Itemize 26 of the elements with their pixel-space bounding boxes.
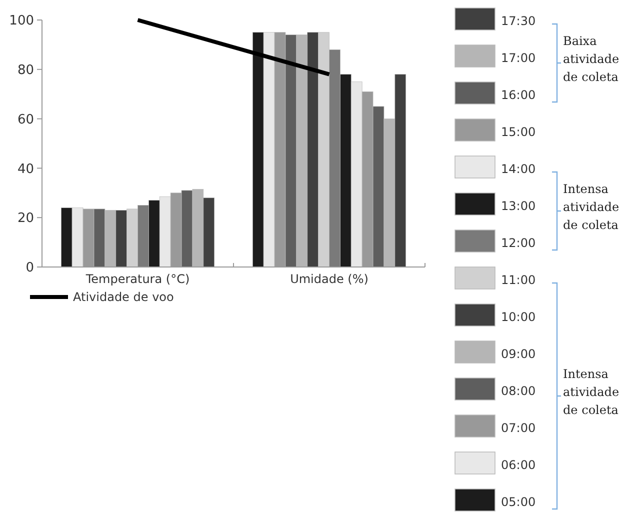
legend-label: 17:00 [501, 51, 536, 66]
legend-label: 14:00 [501, 162, 536, 176]
text: Baixa atividade de coleta [563, 34, 620, 84]
legend-label: 11:00 [501, 273, 536, 288]
legend-label: Atividade de voo [73, 290, 174, 304]
text: Intensa atividade de coleta [563, 182, 620, 232]
legend-label: 17:30 [501, 14, 536, 28]
legend-label: 07:00 [501, 421, 536, 436]
y-tick-label: 60 [17, 112, 34, 128]
legend-label: 13:00 [501, 199, 536, 214]
text: Intensa atividade de coleta [563, 367, 620, 417]
y-tick-label: 80 [17, 62, 34, 78]
x-tick-label: Umidade (%) [290, 272, 368, 286]
legend-label: 08:00 [501, 384, 536, 398]
legend-label: 12:00 [501, 236, 536, 250]
legend-label: 06:00 [501, 458, 536, 472]
legend-label: 16:00 [501, 88, 536, 102]
y-tick-label: 40 [17, 162, 34, 177]
legend-label: 10:00 [501, 310, 536, 324]
x-tick-label: Temperatura (°C) [84, 272, 190, 286]
y-tick-label: 20 [17, 211, 34, 226]
legend-label: 09:00 [501, 347, 536, 362]
y-tick-label: 100 [9, 14, 34, 29]
legend-label: 05:00 [501, 495, 536, 510]
y-tick-label: 0 [26, 260, 34, 276]
legend-label: 15:00 [501, 125, 536, 140]
